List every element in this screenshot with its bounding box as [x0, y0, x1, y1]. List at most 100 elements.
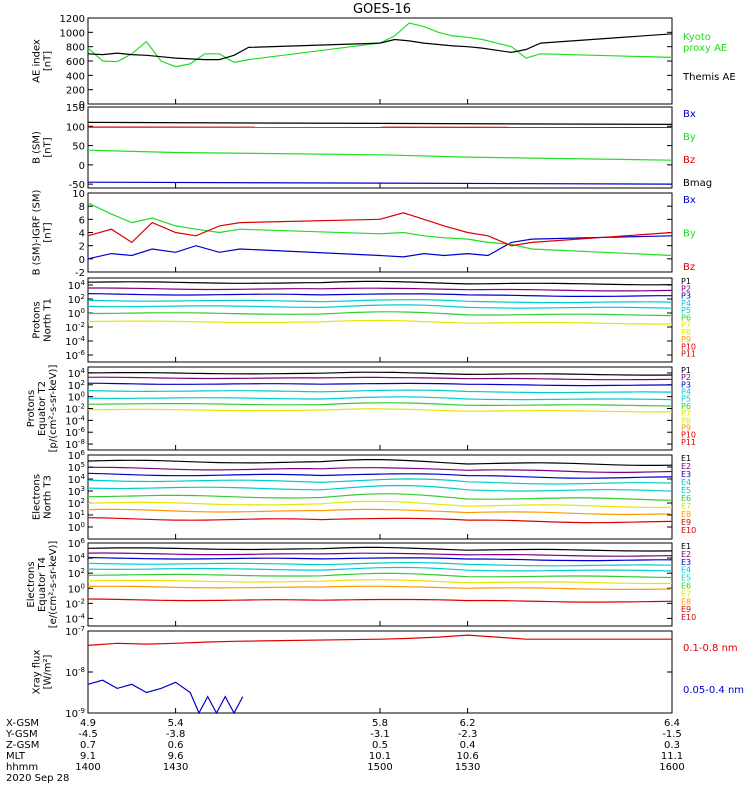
- y-tick-label: 104: [68, 552, 86, 565]
- legend-entry: P8: [681, 416, 691, 425]
- x-axis-value: 0.4: [460, 740, 476, 751]
- series-line: [87, 376, 673, 381]
- x-axis-value: 0.5: [372, 740, 388, 751]
- series-line: [87, 634, 672, 646]
- y-tick-label: 1000: [60, 28, 85, 39]
- x-axis-value: 1530: [455, 762, 480, 773]
- legend-entry: E10: [681, 613, 696, 622]
- date-label: 2020 Sep 28: [6, 773, 69, 784]
- y-axis-label: [p/(cm²-s-sr-keV)]: [48, 365, 59, 453]
- legend-entry: Kyoto: [683, 32, 711, 43]
- legend-entry: By: [683, 132, 696, 143]
- x-axis-value: 6.4: [664, 718, 680, 729]
- series-line: [87, 556, 672, 562]
- y-tick-label: 10-4: [65, 612, 85, 625]
- x-axis-row-label: hhmm: [6, 762, 38, 773]
- legend-entry: Themis AE: [682, 72, 736, 83]
- series-line: [88, 287, 673, 292]
- legend-entry: 0.05-0.4 nm: [683, 685, 744, 696]
- legend-entry: P7: [681, 409, 691, 418]
- x-axis-value: 4.9: [80, 718, 96, 729]
- x-axis-row-label: Y-GSM: [5, 729, 38, 740]
- series-line: [87, 293, 672, 297]
- legend-entry: P9: [681, 423, 691, 432]
- y-tick-label: 2: [79, 242, 85, 253]
- y-tick-label: 600: [66, 57, 85, 68]
- legend-entry: E9: [681, 605, 691, 614]
- legend-entry: E9: [681, 518, 691, 527]
- legend-entry: E10: [681, 526, 696, 535]
- legend-entry: E4: [681, 566, 691, 575]
- legend-entry: P6: [681, 402, 691, 411]
- y-axis-label: B (SM): [32, 131, 43, 164]
- legend-entry: E6: [681, 494, 691, 503]
- series-line: [88, 311, 673, 317]
- legend-entry: P1: [681, 277, 691, 286]
- legend-entry: P7: [681, 321, 691, 330]
- series-line: [87, 33, 673, 61]
- legend-entry: Bmag: [683, 178, 712, 189]
- x-axis-value: -3.8: [166, 729, 186, 740]
- y-tick-label: 6: [79, 215, 85, 226]
- legend-entry: E7: [681, 502, 691, 511]
- series-line: [87, 493, 673, 501]
- y-tick-label: 150: [66, 103, 85, 114]
- legend-entry: E1: [681, 454, 691, 463]
- series-line: [87, 389, 673, 394]
- y-tick-label: 100: [68, 307, 85, 320]
- y-axis-label: North T3: [43, 475, 54, 519]
- y-tick-label: 10-8: [65, 666, 85, 679]
- panel-2: -50 0 50 100 150 B (SM) [nT] Bx By Bz Bmag: [32, 103, 713, 191]
- y-axis-label: B (SM)-IGRF (SM): [32, 190, 43, 276]
- series-line: [87, 598, 673, 603]
- x-axis-value: 0.7: [80, 740, 96, 751]
- legend-entry: P6: [681, 313, 691, 322]
- y-tick-label: 10-7: [65, 625, 85, 638]
- series-line: [87, 552, 673, 557]
- y-axis-label: Protons: [32, 301, 43, 338]
- x-axis-value: -2.3: [458, 729, 478, 740]
- y-axis-label: Xray flux: [32, 650, 43, 695]
- x-axis-value: 0.3: [664, 740, 680, 751]
- series-line: [87, 517, 673, 524]
- legend-entry: P3: [681, 380, 691, 389]
- y-axis-label: [W/m²]: [43, 654, 54, 689]
- y-tick-label: 0: [79, 100, 85, 111]
- y-axis-label: Electrons: [32, 474, 43, 520]
- y-axis-label: Protons: [26, 390, 37, 427]
- x-axis-value: 10.6: [456, 751, 478, 762]
- y-tick-label: 0: [79, 255, 85, 266]
- series-line: [87, 408, 672, 413]
- series-line: [87, 472, 673, 479]
- y-tick-label: 4: [79, 229, 85, 240]
- y-tick-label: 10: [72, 189, 85, 200]
- series-line: [87, 459, 673, 466]
- y-tick-label: 50: [72, 142, 85, 153]
- legend-entry: Bz: [683, 155, 695, 166]
- series-line: [87, 371, 673, 376]
- y-tick-label: 10-2: [65, 321, 85, 334]
- series-line: [87, 319, 672, 325]
- legend-entry: P4: [681, 299, 691, 308]
- legend-entry: P2: [681, 284, 691, 293]
- legend-entry: P10: [681, 342, 696, 351]
- y-tick-label: 10-6: [65, 349, 85, 362]
- x-axis-row-label: MLT: [6, 751, 26, 762]
- series-line: [87, 466, 673, 473]
- series-line: [87, 121, 673, 125]
- y-tick-label: 0: [79, 161, 85, 172]
- y-tick-label: 1200: [60, 14, 85, 25]
- series-line: [87, 561, 673, 567]
- y-tick-label: 200: [66, 86, 85, 97]
- series-line: [87, 478, 673, 485]
- legend-entry: By: [683, 229, 696, 240]
- x-axis-value: 10.1: [369, 751, 391, 762]
- legend-entry: E8: [681, 597, 691, 606]
- legend-entry: E6: [681, 582, 691, 591]
- x-axis-value: 1430: [163, 762, 188, 773]
- x-axis-value: 5.8: [372, 718, 388, 729]
- series-line: [87, 22, 673, 68]
- y-axis-label: [nT]: [43, 137, 54, 157]
